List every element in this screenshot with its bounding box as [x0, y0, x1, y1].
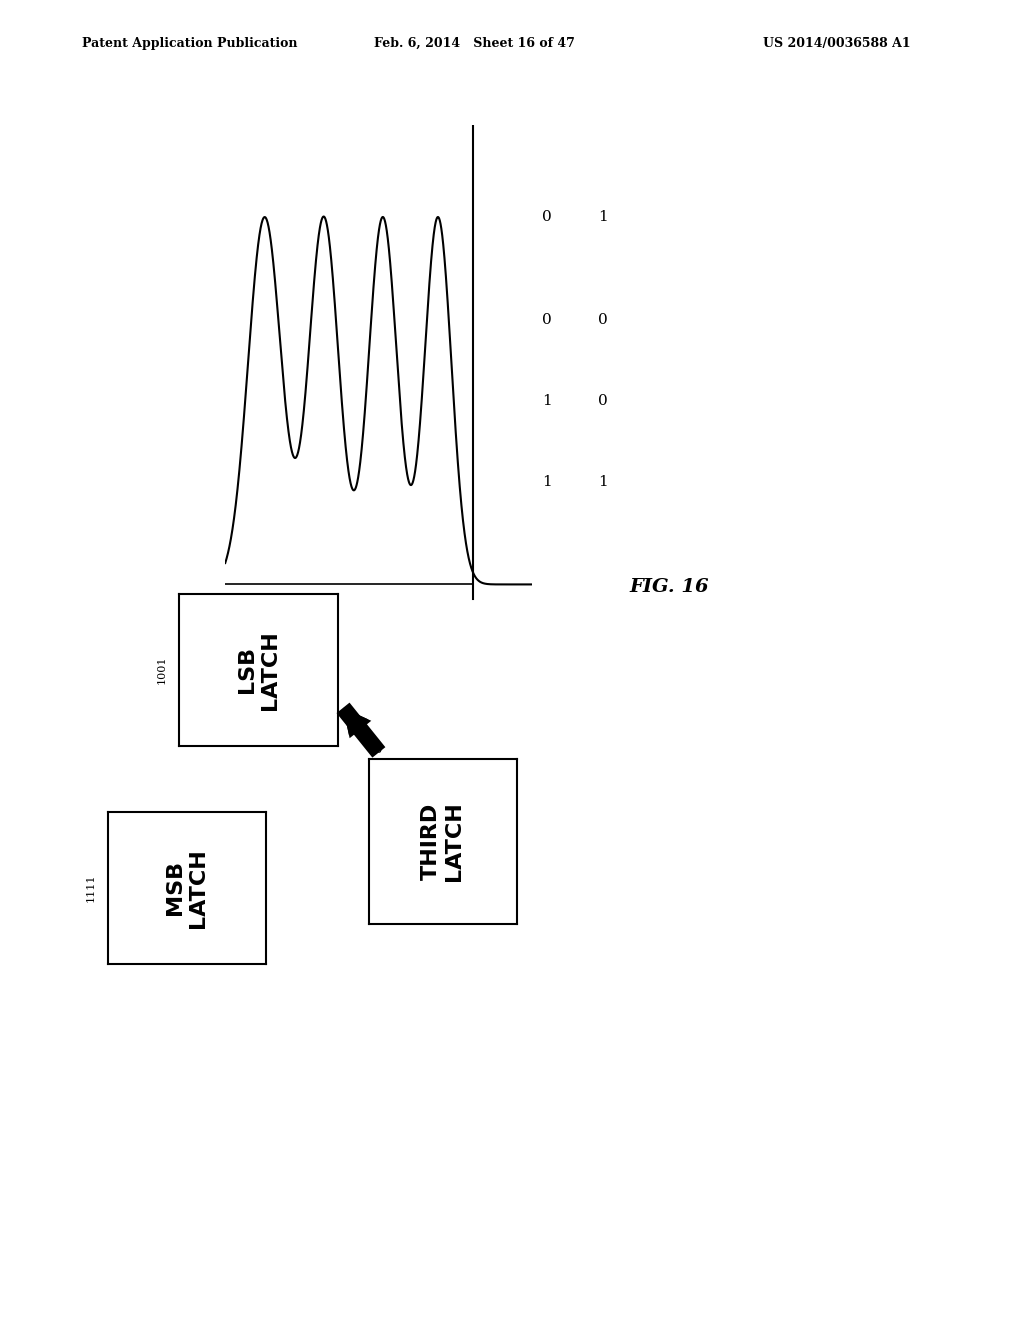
Text: 1: 1	[598, 475, 608, 488]
Text: 0: 0	[542, 313, 552, 327]
Text: LSB
LATCH: LSB LATCH	[237, 630, 281, 710]
Text: 0: 0	[542, 210, 552, 224]
Text: 10: 10	[369, 744, 383, 755]
Text: MSB
LATCH: MSB LATCH	[165, 847, 209, 928]
Text: 1: 1	[598, 210, 608, 224]
Text: 1: 1	[542, 475, 552, 488]
Text: Patent Application Publication: Patent Application Publication	[82, 37, 297, 50]
Text: 1: 1	[542, 393, 552, 408]
Text: 1001: 1001	[157, 656, 167, 684]
Text: Feb. 6, 2014   Sheet 16 of 47: Feb. 6, 2014 Sheet 16 of 47	[374, 37, 574, 50]
Text: THIRD
LATCH: THIRD LATCH	[421, 801, 465, 882]
Text: FIG. 16: FIG. 16	[630, 578, 710, 597]
Text: US 2014/0036588 A1: US 2014/0036588 A1	[763, 37, 910, 50]
Text: Vread0: Vread0	[248, 599, 262, 651]
Text: 1111: 1111	[85, 874, 95, 902]
Text: 0: 0	[598, 393, 608, 408]
Text: 0: 0	[598, 313, 608, 327]
